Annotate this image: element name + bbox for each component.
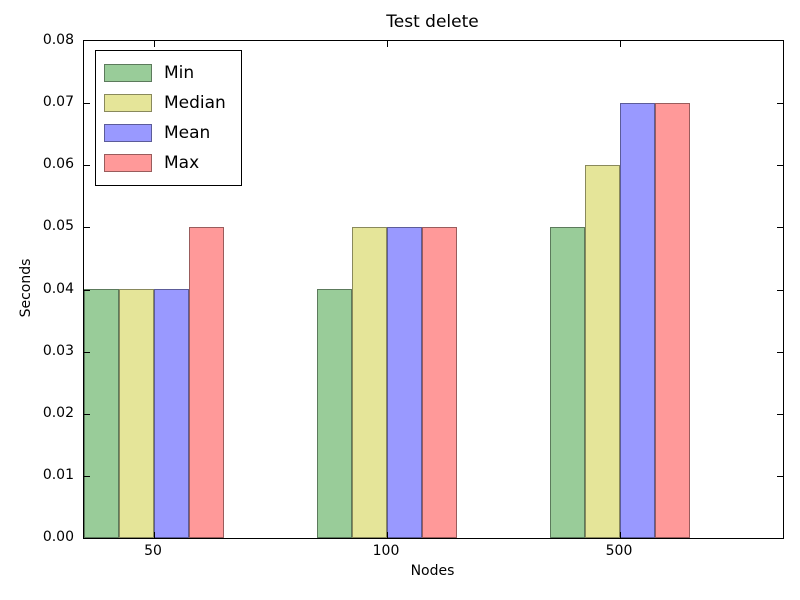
y-tick-label: 0.03 bbox=[42, 343, 74, 359]
x-tick-mark-bottom bbox=[154, 532, 155, 538]
y-tick-label: 0.08 bbox=[42, 32, 74, 48]
x-tick-mark-top bbox=[620, 41, 621, 47]
y-tick-label: 0.00 bbox=[42, 529, 74, 545]
y-tick-mark-right bbox=[777, 476, 783, 477]
y-tick-label: 0.07 bbox=[42, 94, 74, 110]
y-tick-mark-right bbox=[777, 352, 783, 353]
x-tick-label: 50 bbox=[144, 543, 162, 559]
y-tick-mark-right bbox=[777, 227, 783, 228]
y-tick-label: 0.01 bbox=[42, 467, 74, 483]
x-tick-label: 500 bbox=[605, 543, 633, 559]
y-tick-label: 0.02 bbox=[42, 405, 74, 421]
bar-mean-50 bbox=[154, 289, 189, 538]
y-tick-mark-left bbox=[84, 352, 90, 353]
bar-max-50 bbox=[189, 227, 224, 538]
legend-label-mean: Mean bbox=[164, 123, 211, 143]
y-tick-mark-left bbox=[84, 227, 90, 228]
legend-swatch-max-icon bbox=[104, 154, 152, 172]
x-tick-mark-bottom bbox=[620, 532, 621, 538]
chart-title: Test delete bbox=[386, 12, 479, 32]
legend-item-min: Min bbox=[104, 58, 241, 88]
bar-median-500 bbox=[585, 165, 620, 538]
bar-min-50 bbox=[84, 289, 119, 538]
y-tick-mark-right bbox=[777, 103, 783, 104]
x-tick-label: 100 bbox=[372, 543, 400, 559]
legend: Min Median Mean Max bbox=[95, 50, 242, 186]
legend-label-max: Max bbox=[164, 153, 200, 173]
bar-mean-100 bbox=[387, 227, 422, 538]
x-axis-label: Nodes bbox=[410, 563, 455, 579]
bar-median-50 bbox=[119, 289, 154, 538]
y-tick-mark-left bbox=[84, 103, 90, 104]
y-tick-mark-left bbox=[84, 476, 90, 477]
bar-max-100 bbox=[422, 227, 457, 538]
bar-mean-500 bbox=[620, 103, 655, 538]
y-tick-mark-right bbox=[777, 165, 783, 166]
y-tick-label: 0.04 bbox=[42, 281, 74, 297]
bar-median-100 bbox=[352, 227, 387, 538]
y-tick-label: 0.05 bbox=[42, 218, 74, 234]
bar-min-100 bbox=[317, 289, 352, 538]
y-tick-label: 0.06 bbox=[42, 156, 74, 172]
plot-area bbox=[83, 40, 784, 539]
y-tick-mark-right bbox=[777, 414, 783, 415]
bar-min-500 bbox=[550, 227, 585, 538]
y-tick-mark-left bbox=[84, 165, 90, 166]
y-tick-mark-right bbox=[777, 290, 783, 291]
x-tick-mark-top bbox=[154, 41, 155, 47]
legend-label-median: Median bbox=[164, 93, 226, 113]
y-tick-mark-left bbox=[84, 290, 90, 291]
x-tick-mark-bottom bbox=[387, 532, 388, 538]
legend-label-min: Min bbox=[164, 63, 195, 83]
legend-item-max: Max bbox=[104, 148, 241, 178]
bar-max-500 bbox=[655, 103, 690, 538]
legend-item-median: Median bbox=[104, 88, 241, 118]
x-tick-mark-top bbox=[387, 41, 388, 47]
legend-swatch-mean-icon bbox=[104, 124, 152, 142]
legend-swatch-median-icon bbox=[104, 94, 152, 112]
legend-item-mean: Mean bbox=[104, 118, 241, 148]
y-tick-mark-left bbox=[84, 414, 90, 415]
legend-swatch-min-icon bbox=[104, 64, 152, 82]
